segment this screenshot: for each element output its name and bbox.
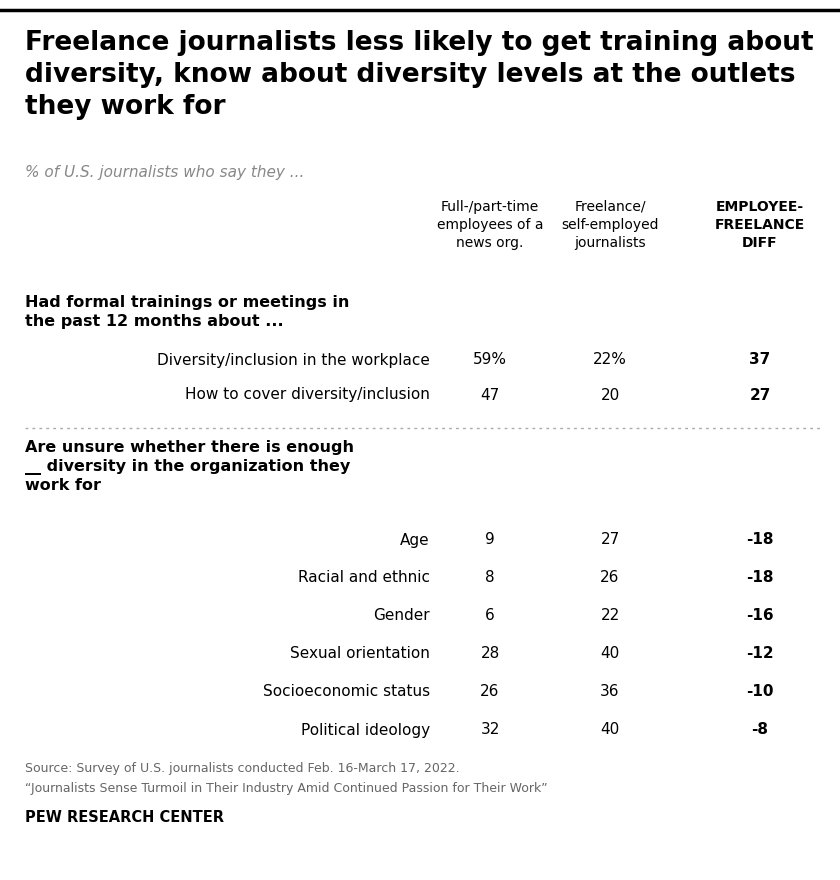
Text: “Journalists Sense Turmoil in Their Industry Amid Continued Passion for Their Wo: “Journalists Sense Turmoil in Their Indu…	[25, 782, 548, 795]
Text: 36: 36	[601, 685, 620, 700]
Text: 26: 26	[601, 570, 620, 585]
Text: 9: 9	[486, 532, 495, 547]
Text: -18: -18	[746, 570, 774, 585]
Text: -18: -18	[746, 532, 774, 547]
Text: Freelance/
self-employed
journalists: Freelance/ self-employed journalists	[561, 200, 659, 250]
Text: 22: 22	[601, 608, 620, 624]
Text: 26: 26	[480, 685, 500, 700]
Text: 40: 40	[601, 647, 620, 662]
Text: 37: 37	[749, 353, 770, 368]
Text: Had formal trainings or meetings in
the past 12 months about ...: Had formal trainings or meetings in the …	[25, 295, 349, 328]
Text: 47: 47	[480, 387, 500, 402]
Text: Socioeconomic status: Socioeconomic status	[263, 685, 430, 700]
Text: -10: -10	[746, 685, 774, 700]
Text: 27: 27	[749, 387, 770, 402]
Text: 8: 8	[486, 570, 495, 585]
Text: 32: 32	[480, 722, 500, 737]
Text: % of U.S. journalists who say they ...: % of U.S. journalists who say they ...	[25, 165, 304, 180]
Text: EMPLOYEE-
FREELANCE
DIFF: EMPLOYEE- FREELANCE DIFF	[715, 200, 805, 250]
Text: Full-/part-time
employees of a
news org.: Full-/part-time employees of a news org.	[437, 200, 543, 250]
Text: Age: Age	[401, 532, 430, 547]
Text: 28: 28	[480, 647, 500, 662]
Text: 22%: 22%	[593, 353, 627, 368]
Text: -16: -16	[746, 608, 774, 624]
Text: Diversity/inclusion in the workplace: Diversity/inclusion in the workplace	[157, 353, 430, 368]
Text: PEW RESEARCH CENTER: PEW RESEARCH CENTER	[25, 810, 224, 825]
Text: Sexual orientation: Sexual orientation	[290, 647, 430, 662]
Text: 40: 40	[601, 722, 620, 737]
Text: 20: 20	[601, 387, 620, 402]
Text: How to cover diversity/inclusion: How to cover diversity/inclusion	[185, 387, 430, 402]
Text: Source: Survey of U.S. journalists conducted Feb. 16-March 17, 2022.: Source: Survey of U.S. journalists condu…	[25, 762, 459, 775]
Text: Racial and ethnic: Racial and ethnic	[298, 570, 430, 585]
Text: Political ideology: Political ideology	[301, 722, 430, 737]
Text: Freelance journalists less likely to get training about
diversity, know about di: Freelance journalists less likely to get…	[25, 30, 814, 120]
Text: Gender: Gender	[373, 608, 430, 624]
Text: 6: 6	[486, 608, 495, 624]
Text: Are unsure whether there is enough
__ diversity in the organization they
work fo: Are unsure whether there is enough __ di…	[25, 440, 354, 493]
Text: 27: 27	[601, 532, 620, 547]
Text: -8: -8	[752, 722, 769, 737]
Text: -12: -12	[746, 647, 774, 662]
Text: 59%: 59%	[473, 353, 507, 368]
